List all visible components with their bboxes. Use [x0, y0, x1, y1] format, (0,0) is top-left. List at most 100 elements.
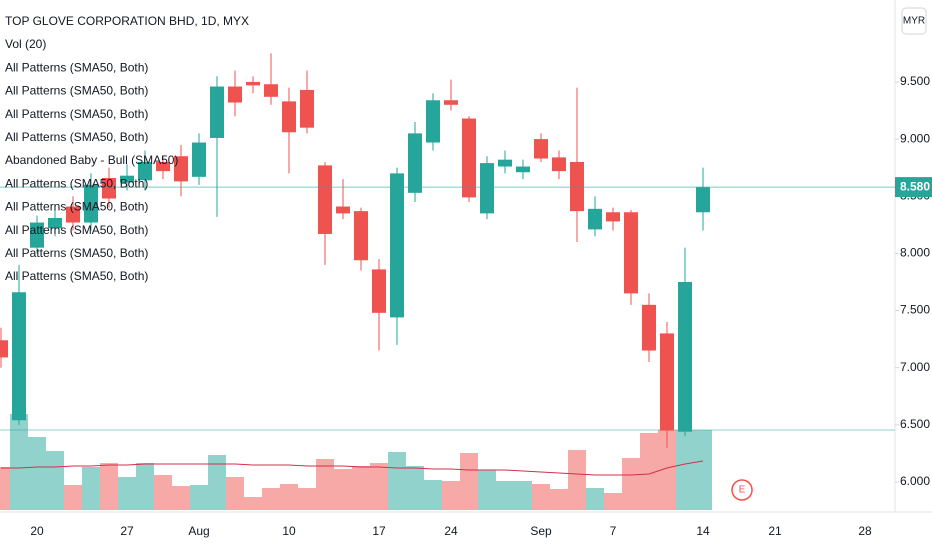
- volume-bar: [10, 414, 28, 510]
- volume-bar: [478, 470, 496, 510]
- candle-body: [354, 211, 368, 261]
- indicator-label: All Patterns (SMA50, Both): [5, 176, 148, 190]
- indicator-label: Vol (20): [5, 37, 46, 51]
- candle-body: [84, 184, 98, 223]
- candle-body: [642, 304, 656, 351]
- candle-body: [480, 163, 494, 214]
- volume-bar: [136, 463, 154, 510]
- volume-bar: [640, 433, 658, 510]
- volume-bar: [190, 485, 208, 510]
- candle-body: [120, 175, 134, 183]
- volume-bar: [154, 475, 172, 510]
- x-tick-label: 24: [444, 524, 458, 538]
- volume-bar: [496, 481, 514, 510]
- candle-body: [516, 166, 530, 173]
- volume-bar: [622, 458, 640, 510]
- volume-bar: [226, 477, 244, 510]
- y-tick-label: 8.000: [900, 246, 930, 260]
- volume-bar: [352, 466, 370, 510]
- currency-button[interactable]: [901, 7, 927, 35]
- candle-body: [426, 100, 440, 143]
- x-tick-label: Aug: [188, 524, 209, 538]
- volume-bar: [370, 463, 388, 510]
- candle-body: [696, 187, 710, 213]
- volume-bar: [568, 450, 586, 510]
- x-tick-label: 28: [858, 524, 872, 538]
- volume-bar: [334, 469, 352, 510]
- candle-body: [408, 133, 422, 193]
- volume-bar: [514, 481, 532, 510]
- candle-body: [102, 177, 116, 199]
- indicator-label: All Patterns (SMA50, Both): [5, 107, 148, 121]
- volume-bar: [586, 488, 604, 510]
- volume-bar: [172, 486, 190, 510]
- volume-bar: [298, 488, 316, 510]
- candle-body: [210, 86, 224, 138]
- candle-body: [606, 212, 620, 222]
- candle-body: [498, 159, 512, 167]
- volume-bar: [442, 481, 460, 510]
- indicator-label: All Patterns (SMA50, Both): [5, 223, 148, 237]
- candle-body: [678, 281, 692, 432]
- volume-bar: [100, 463, 118, 510]
- volume-bar: [532, 484, 550, 510]
- candle-body: [228, 86, 242, 103]
- y-tick-label: 7.500: [900, 303, 930, 317]
- volume-bar: [64, 485, 82, 510]
- y-tick-label: 7.000: [900, 360, 930, 374]
- volume-bar: [280, 484, 298, 510]
- x-tick-label: Sep: [530, 524, 552, 538]
- volume-bar: [0, 467, 10, 510]
- volume-bar: [460, 453, 478, 510]
- candle-body: [444, 100, 458, 105]
- candle-body: [462, 118, 476, 198]
- candle-body: [48, 217, 62, 229]
- candle-body: [570, 161, 584, 212]
- candle-body: [12, 292, 26, 421]
- candle-body: [336, 206, 350, 214]
- candle-body: [264, 84, 278, 97]
- candle-body: [0, 340, 8, 358]
- candle-body: [624, 212, 638, 294]
- candle-body: [318, 165, 332, 234]
- candle-body: [552, 157, 566, 172]
- volume-bar: [694, 430, 712, 510]
- price-label: 8.580: [900, 179, 930, 193]
- candle-body: [66, 206, 80, 223]
- volume-bar: [388, 452, 406, 510]
- y-tick-label: 9.000: [900, 131, 930, 145]
- currency[interactable]: MYR: [903, 16, 925, 27]
- x-tick-label: 27: [120, 524, 134, 538]
- indicator-label: All Patterns (SMA50, Both): [5, 130, 148, 144]
- volume-bar: [82, 467, 100, 510]
- candle-body: [138, 161, 152, 181]
- indicator-label: All Patterns (SMA50, Both): [5, 269, 148, 283]
- x-tick-label: 7: [610, 524, 617, 538]
- volume-bar: [316, 459, 334, 510]
- volume-bar: [118, 477, 136, 510]
- candle-body: [660, 333, 674, 431]
- volume-bar: [424, 480, 442, 510]
- volume-bar: [676, 430, 694, 510]
- candle-body: [588, 208, 602, 230]
- candle-body: [282, 101, 296, 133]
- volume-bar: [604, 493, 622, 510]
- y-tick-label: 6.000: [900, 474, 930, 488]
- indicator-label: Abandoned Baby - Bull (SMA50): [5, 153, 178, 167]
- volume-bar: [28, 437, 46, 510]
- x-tick-label: 17: [372, 524, 386, 538]
- candle-body: [534, 139, 548, 159]
- candle-body: [192, 142, 206, 177]
- volume-bar: [262, 488, 280, 510]
- volume-bar: [46, 451, 64, 510]
- indicator-label: All Patterns (SMA50, Both): [5, 60, 148, 74]
- x-tick-label: 10: [282, 524, 296, 538]
- indicator-label: All Patterns (SMA50, Both): [5, 246, 148, 260]
- indicator-label: All Patterns (SMA50, Both): [5, 84, 148, 98]
- volume-bar: [550, 489, 568, 510]
- candle-body: [30, 222, 44, 248]
- chart-title: TOP GLOVE CORPORATION BHD, 1D, MYX: [5, 14, 249, 28]
- price-label-bg: [895, 177, 932, 198]
- x-tick-label: 14: [696, 524, 710, 538]
